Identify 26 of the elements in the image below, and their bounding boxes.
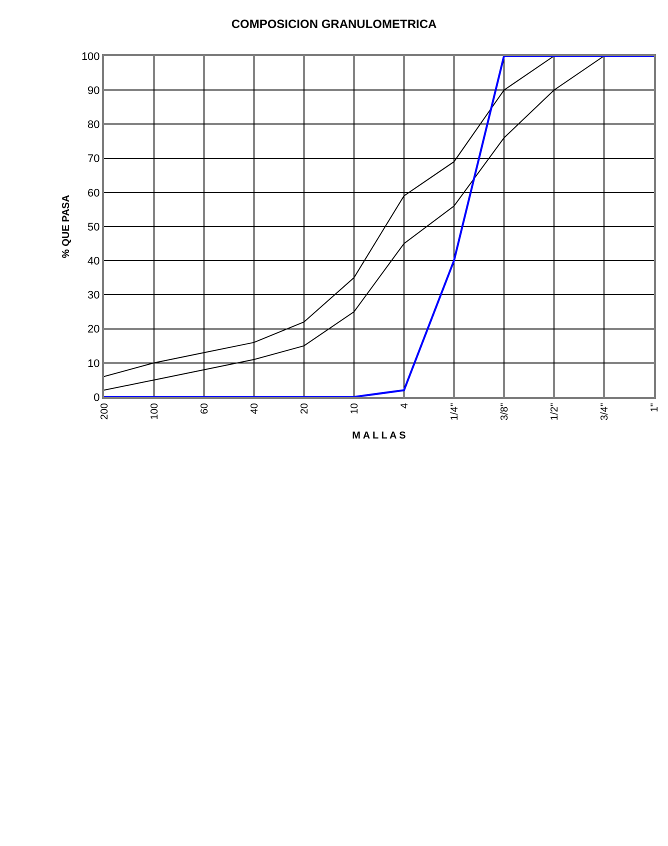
x-tick-label: 1": [649, 402, 660, 412]
x-tick-label: 60: [199, 402, 210, 414]
x-tick-label: 200: [99, 402, 110, 420]
x-tick-label: 1/4": [449, 402, 460, 420]
x-axis-title: M A L L A S: [352, 430, 406, 442]
y-tick-label: 90: [88, 84, 100, 97]
x-tick-label: 10: [349, 402, 360, 414]
x-tick-label: 100: [149, 402, 160, 420]
x-tick-label: 3/4": [599, 402, 610, 420]
y-tick-label: 60: [88, 187, 100, 200]
y-tick-label: 100: [81, 50, 100, 63]
y-tick-label: 80: [88, 119, 100, 132]
y-tick-label: 70: [88, 153, 100, 166]
chart-title: COMPOSICION GRANULOMETRICA: [231, 16, 437, 31]
x-tick-label: 1/2": [549, 402, 560, 420]
y-tick-label: 20: [88, 324, 100, 336]
y-tick-label: 50: [88, 221, 100, 234]
x-tick-label: 40: [249, 402, 260, 414]
y-axis-title: % QUE PASA: [60, 194, 72, 258]
x-tick-label: 20: [299, 402, 310, 414]
x-tick-label: 3/8": [499, 402, 510, 420]
x-tick-label: 4: [399, 402, 410, 409]
y-tick-label: 0: [94, 392, 100, 404]
y-tick-label: 10: [88, 358, 100, 370]
y-tick-label: 30: [88, 290, 100, 302]
y-tick-label: 40: [88, 255, 100, 268]
